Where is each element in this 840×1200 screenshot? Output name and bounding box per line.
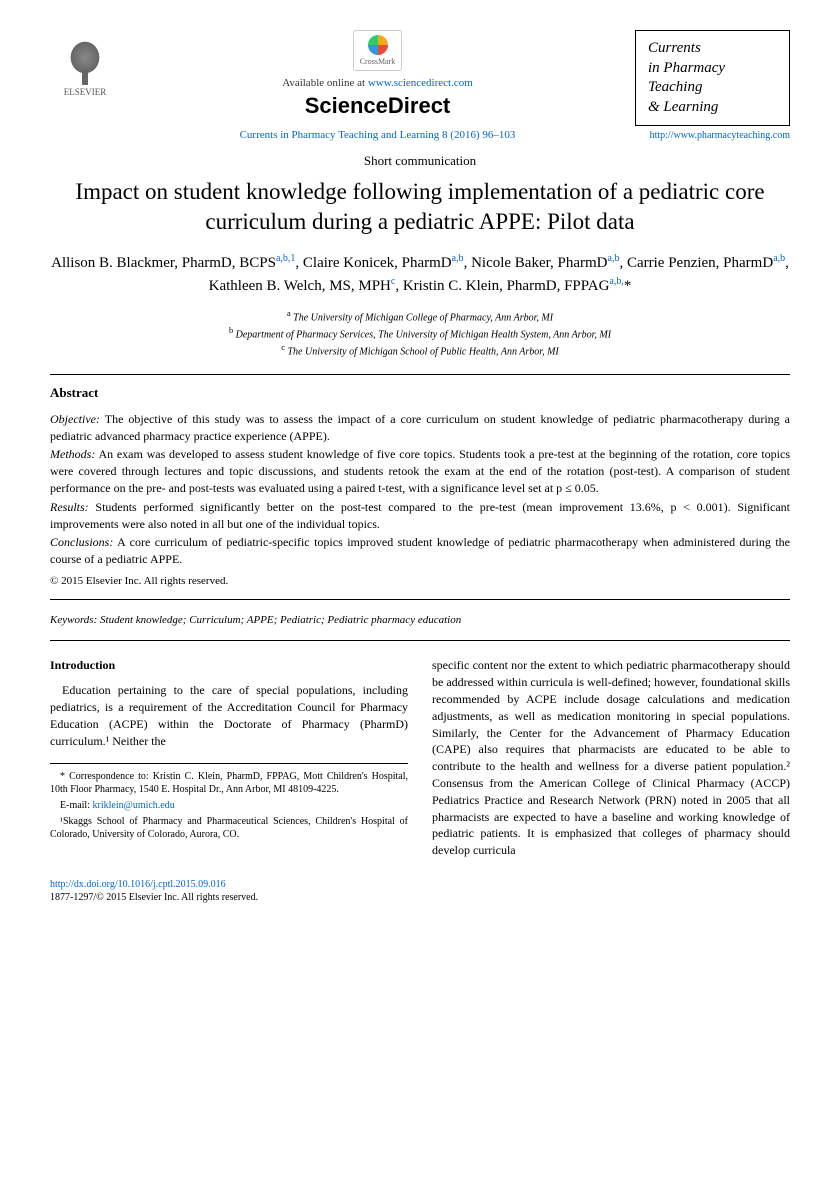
keywords-text: Student knowledge; Curriculum; APPE; Ped… [100, 614, 461, 626]
email-address[interactable]: kriklein@umich.edu [93, 800, 175, 811]
doi-link[interactable]: http://dx.doi.org/10.1016/j.cptl.2015.09… [50, 879, 790, 890]
authors-list: Allison B. Blackmer, PharmD, BCPSa,b,1, … [50, 251, 790, 298]
correspondence: * Correspondence to: Kristin C. Klein, P… [50, 770, 408, 796]
abstract-body: Objective: The objective of this study w… [50, 411, 790, 590]
intro-para-1: Education pertaining to the care of spec… [50, 682, 408, 749]
available-text: Available online at [282, 77, 368, 89]
divider [50, 599, 790, 600]
article-title: Impact on student knowledge following im… [50, 177, 790, 237]
issn-copyright: 1877-1297/© 2015 Elsevier Inc. All right… [50, 892, 790, 903]
crossmark-badge[interactable]: CrossMark [353, 30, 403, 71]
citation-line[interactable]: Currents in Pharmacy Teaching and Learni… [135, 129, 620, 141]
article-type: Short communication [50, 153, 790, 169]
keywords-label: Keywords: [50, 614, 97, 626]
affiliation-a: a The University of Michigan College of … [50, 308, 790, 325]
journal-line1: Currents [648, 39, 777, 59]
affiliation-c: c The University of Michigan School of P… [50, 342, 790, 359]
journal-line3: Teaching [648, 78, 777, 98]
journal-line2: in Pharmacy [648, 59, 777, 79]
affiliations: a The University of Michigan College of … [50, 308, 790, 360]
methods-label: Methods: [50, 447, 95, 461]
footnotes: * Correspondence to: Kristin C. Klein, P… [50, 763, 408, 841]
elsevier-tree-icon [60, 30, 110, 85]
body-columns: Introduction Education pertaining to the… [50, 657, 790, 867]
journal-line4: & Learning [648, 98, 777, 118]
available-online: Available online at www.sciencedirect.co… [135, 77, 620, 89]
results-text: Students performed significantly better … [50, 500, 790, 531]
results-label: Results: [50, 500, 89, 514]
methods-text: An exam was developed to assess student … [50, 447, 790, 495]
abstract-heading: Abstract [50, 385, 790, 401]
elsevier-logo: ELSEVIER [50, 30, 120, 97]
center-header: CrossMark Available online at www.scienc… [120, 30, 635, 145]
conclusions-text: A core curriculum of pediatric-specific … [50, 535, 790, 566]
conclusions-label: Conclusions: [50, 535, 113, 549]
sciencedirect-url[interactable]: www.sciencedirect.com [368, 77, 473, 89]
intro-para-2: specific content nor the extent to which… [432, 657, 790, 859]
column-left: Introduction Education pertaining to the… [50, 657, 408, 867]
affiliation-b: b Department of Pharmacy Services, The U… [50, 325, 790, 342]
header-row: ELSEVIER CrossMark Available online at w… [50, 30, 790, 145]
abstract-copyright: © 2015 Elsevier Inc. All rights reserved… [50, 574, 790, 589]
column-right: specific content nor the extent to which… [432, 657, 790, 867]
objective-text: The objective of this study was to asses… [50, 412, 790, 443]
footnote-1: ¹Skaggs School of Pharmacy and Pharmaceu… [50, 815, 408, 841]
email-line: E-mail: kriklein@umich.edu [50, 799, 408, 812]
journal-url[interactable]: http://www.pharmacyteaching.com [635, 130, 790, 141]
publisher-name: ELSEVIER [50, 87, 120, 97]
journal-box-wrap: Currents in Pharmacy Teaching & Learning… [635, 30, 790, 141]
keywords: Keywords: Student knowledge; Curriculum;… [50, 614, 790, 626]
sciencedirect-logo: ScienceDirect [135, 93, 620, 119]
crossmark-label: CrossMark [360, 57, 396, 66]
journal-title-box: Currents in Pharmacy Teaching & Learning [635, 30, 790, 126]
divider [50, 374, 790, 375]
crossmark-icon [368, 35, 388, 55]
objective-label: Objective: [50, 412, 100, 426]
divider [50, 640, 790, 641]
intro-heading: Introduction [50, 657, 408, 674]
